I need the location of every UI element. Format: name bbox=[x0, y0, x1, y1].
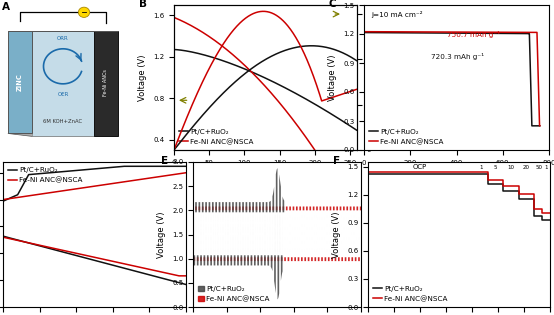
X-axis label: Current density (mA cm⁻²): Current density (mA cm⁻²) bbox=[210, 171, 321, 180]
Text: A: A bbox=[2, 2, 10, 12]
Y-axis label: Voltage (V): Voltage (V) bbox=[157, 211, 166, 258]
Text: ORR: ORR bbox=[57, 36, 69, 41]
Legend: Pt/C+RuO₂, Fe-Ni ANC@NSCA: Pt/C+RuO₂, Fe-Ni ANC@NSCA bbox=[7, 166, 84, 185]
Text: ZINC: ZINC bbox=[17, 73, 23, 91]
Text: 20: 20 bbox=[523, 165, 530, 170]
X-axis label: Specific capacity (mAh g⁻¹): Specific capacity (mAh g⁻¹) bbox=[399, 171, 514, 180]
Text: 1: 1 bbox=[545, 165, 548, 170]
Text: Fe-Ni ANCs: Fe-Ni ANCs bbox=[104, 69, 109, 96]
Text: 1: 1 bbox=[479, 165, 483, 170]
Y-axis label: Power density (mW cm⁻²): Power density (mW cm⁻²) bbox=[386, 24, 395, 131]
Text: OCP: OCP bbox=[413, 163, 427, 169]
Text: C: C bbox=[329, 0, 336, 9]
Text: 6M KOH+ZnAC: 6M KOH+ZnAC bbox=[43, 119, 83, 124]
Y-axis label: Voltage (V): Voltage (V) bbox=[332, 211, 341, 258]
Bar bbox=[8, 31, 32, 134]
Legend: Pt/C+RuO₂, Fe-Ni ANC@NSCA: Pt/C+RuO₂, Fe-Ni ANC@NSCA bbox=[368, 127, 445, 146]
Y-axis label: Voltage (V): Voltage (V) bbox=[138, 54, 147, 101]
Text: B: B bbox=[139, 0, 147, 9]
Text: 50: 50 bbox=[535, 165, 542, 170]
Text: 720.3 mAh g⁻¹: 720.3 mAh g⁻¹ bbox=[430, 53, 484, 60]
Legend: Pt/C+RuO₂, Fe-Ni ANC@NSCA: Pt/C+RuO₂, Fe-Ni ANC@NSCA bbox=[197, 284, 271, 303]
Circle shape bbox=[78, 7, 90, 17]
Y-axis label: Voltage (V): Voltage (V) bbox=[329, 54, 337, 101]
Bar bbox=[94, 31, 118, 136]
Text: 10: 10 bbox=[507, 165, 515, 170]
Text: 5: 5 bbox=[494, 165, 497, 170]
Polygon shape bbox=[8, 134, 118, 136]
Text: 750.7 mAh g⁻¹: 750.7 mAh g⁻¹ bbox=[447, 31, 500, 38]
Text: j=10 mA cm⁻²: j=10 mA cm⁻² bbox=[371, 11, 423, 18]
Bar bbox=[32, 31, 94, 136]
Legend: Pt/C+RuO₂, Fe-Ni ANC@NSCA: Pt/C+RuO₂, Fe-Ni ANC@NSCA bbox=[372, 284, 449, 303]
Text: F: F bbox=[334, 156, 341, 166]
Text: E: E bbox=[161, 156, 168, 166]
Legend: Pt/C+RuO₂, Fe-Ni ANC@NSCA: Pt/C+RuO₂, Fe-Ni ANC@NSCA bbox=[178, 127, 255, 146]
Text: OER: OER bbox=[57, 92, 69, 96]
